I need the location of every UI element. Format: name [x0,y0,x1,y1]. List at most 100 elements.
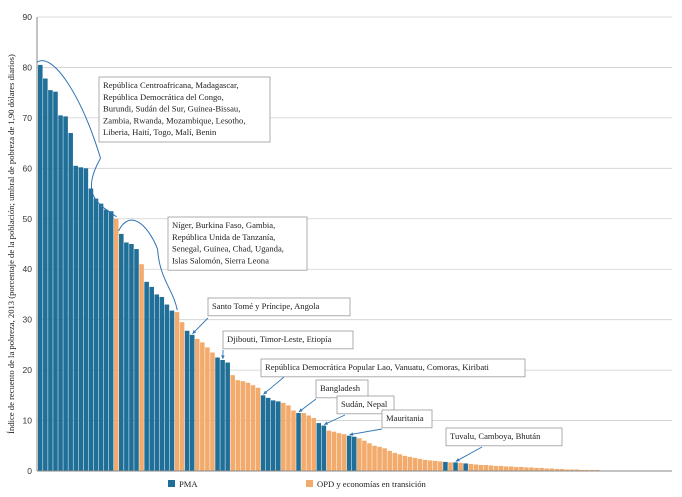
bar-opd [544,468,549,471]
bar-opd [534,467,539,471]
bar-opd [336,433,342,471]
bar-opd [554,468,560,471]
bar-opd [255,387,261,471]
bar-pma [129,244,134,471]
y-tick-label: 70 [23,113,33,123]
bar-opd [387,450,392,471]
bar-opd [205,347,210,471]
bar-opd [291,410,296,471]
annotations: República Centroafricana, Madagascar, Rep… [37,60,563,462]
bar-opd [286,405,291,471]
bar-pma [316,423,322,471]
bar-opd [382,448,387,471]
annotation-text: Bangladesh [320,383,361,393]
bar-opd [210,352,215,471]
bar-opd [397,454,403,471]
bars [38,64,671,472]
bar-opd [579,469,585,471]
bar-opd [357,438,362,471]
annotation-text: Zambia, Rwanda, Mozambique, Lesotho, [103,115,245,125]
annotation-text: Tuvalu, Camboya, Bhután [450,431,541,441]
bar-opd [311,418,317,471]
y-tick-label: 10 [23,416,33,426]
bar-pma [124,242,129,471]
annotation-box [260,358,526,378]
bar-opd [569,469,575,471]
bar-opd [473,464,479,471]
bar-pma [159,296,165,471]
bar-pma [260,395,266,471]
bar-opd [245,382,251,471]
bar-pma [189,334,195,471]
y-tick-label: 50 [23,214,33,224]
bar-pma [443,461,448,471]
bracket-second-group [118,219,178,311]
annotation-arrow [349,428,383,436]
bar-pma [215,357,220,471]
bar-pma [296,412,301,471]
annotation-box [207,297,351,317]
legend-swatch-opd [306,480,313,487]
bar-opd [488,465,494,471]
bar-opd [519,466,524,471]
bar-pma [463,463,468,471]
bar-pma [48,90,53,471]
annotation-box [98,76,271,143]
bar-opd [559,468,565,471]
bar-pma [220,360,225,471]
annotation-text: República Democrática Popular Lao, Vanua… [265,362,490,372]
bar-opd [372,445,377,471]
bar-opd [438,461,443,471]
bar-opd [377,446,382,471]
bar-pma [134,249,139,471]
bar-opd [417,458,423,471]
bar-opd [529,467,534,471]
bar-pma [321,425,327,471]
bar-opd [427,460,433,471]
annotation-arrowhead [349,432,354,436]
bar-opd [595,469,600,471]
bar-opd [508,466,514,471]
annotation-box [167,216,308,271]
annotation-text: Djibouti, Timor-Leste, Etiopía [227,334,332,344]
bar-opd [448,462,453,471]
bar-opd [514,466,519,471]
bar-pma [53,91,58,471]
bar-pma [108,211,114,471]
bar-pma [88,188,94,471]
bar-opd [524,467,529,471]
bar-opd [589,469,595,471]
bar-pma [73,165,79,471]
legend: PMA OPD y economías en transición [168,479,427,489]
annotation-box [336,395,395,415]
annotation-arrowhead [324,421,329,425]
bar-opd [493,465,499,471]
y-tick-label: 60 [23,163,33,173]
bar-opd [331,431,337,471]
annotation-text: República Centroafricana, Madagascar, [103,80,239,90]
bar-opd [240,381,246,471]
annotation-text: Islas Salomón, Sierra Leona [172,255,269,265]
y-axis-label: Índice de recuento de la pobreza, 2013 (… [6,54,16,434]
legend-swatch-pma [168,480,175,487]
bar-opd [200,342,205,471]
bar-pma [68,133,73,471]
bar-pma [276,401,281,471]
bar-opd [549,468,555,471]
bar-opd [478,464,484,471]
bar-opd [341,434,347,471]
bar-opd [392,452,398,471]
annotation-box [445,427,563,447]
bar-pma [43,78,48,471]
annotation-text: Níger, Burkina Faso, Gambia, [172,220,275,230]
bar-pma [164,304,170,471]
bar-opd [113,218,119,471]
bar-pma [78,167,84,471]
annotation-box [381,409,433,429]
annotation-box [222,330,354,350]
bar-opd [564,469,570,471]
annotation-arrow [263,376,285,395]
y-tick-label: 30 [23,315,33,325]
bar-opd [483,464,489,471]
